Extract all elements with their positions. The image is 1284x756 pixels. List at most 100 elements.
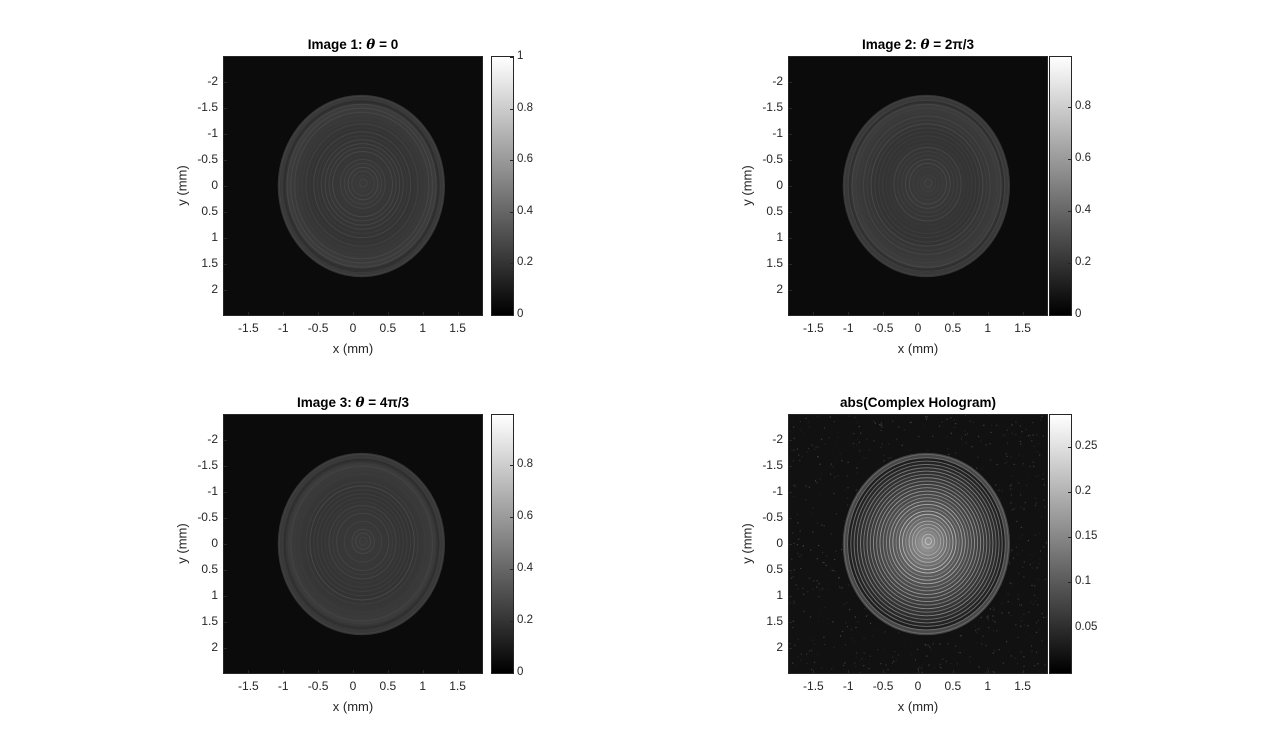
speckle <box>901 444 903 446</box>
speckle <box>950 663 952 665</box>
speckle <box>817 653 819 655</box>
speckle <box>923 436 925 438</box>
speckle <box>863 652 865 654</box>
colorbar-tick-label: 0.05 <box>1075 620 1098 633</box>
speckle <box>1015 546 1017 548</box>
speckle <box>933 667 935 669</box>
speckle <box>953 419 955 421</box>
speckle <box>855 626 857 629</box>
speckle <box>1011 602 1013 604</box>
x-tick-mark <box>1022 312 1024 315</box>
speckle <box>1011 432 1013 434</box>
speckle <box>845 622 847 624</box>
speckle <box>867 614 869 616</box>
speckle <box>852 442 854 445</box>
fringe-ring <box>862 115 991 256</box>
fringe-ring <box>351 528 375 555</box>
panel-title: abs(Complex Hologram) <box>798 395 1038 411</box>
y-tick-mark <box>789 264 792 266</box>
fringe-ring <box>885 139 969 230</box>
speckle <box>800 659 802 661</box>
speckle <box>835 442 837 444</box>
y-tick-mark <box>224 264 227 266</box>
outer-ring <box>277 94 446 278</box>
y-tick-label: -0.5 <box>197 151 218 166</box>
fringe-ring <box>911 523 945 560</box>
speckle <box>795 632 797 634</box>
fringe-ring <box>879 490 975 595</box>
speckle <box>800 430 802 432</box>
speckle <box>1034 497 1036 499</box>
speckle <box>1010 615 1012 617</box>
x-tick-label: -1.5 <box>238 321 259 335</box>
speckle <box>806 662 808 664</box>
speckle <box>1011 424 1013 426</box>
fringe-ring <box>328 147 397 222</box>
speckle <box>1025 484 1028 486</box>
title-theta: θ <box>355 395 365 411</box>
speckle <box>959 652 961 654</box>
speckle <box>880 446 882 448</box>
speckle <box>846 497 849 499</box>
colorbar-tick-mark <box>1068 582 1071 584</box>
fringe-ring <box>855 107 999 264</box>
y-tick-label: 1 <box>776 588 783 603</box>
fringe-ring <box>881 135 973 235</box>
x-tick-label: -1 <box>277 679 289 693</box>
speckle <box>1001 603 1003 605</box>
y-tick-label: -1.5 <box>762 457 783 472</box>
speckle <box>824 606 826 608</box>
speckle <box>974 625 976 627</box>
speckle <box>857 621 859 623</box>
speckle <box>996 463 998 465</box>
speckle <box>1036 434 1038 436</box>
speckle <box>809 616 812 618</box>
speckle <box>889 457 892 459</box>
speckle <box>1020 625 1022 627</box>
speckle <box>1013 463 1015 465</box>
speckle <box>830 541 832 543</box>
fringe-ring <box>924 537 932 546</box>
speckle <box>926 416 928 418</box>
speckle <box>820 523 822 525</box>
speckle <box>925 416 927 418</box>
heatmap-svg <box>789 57 1047 315</box>
fringe-ring <box>351 170 375 197</box>
x-axis-label: x (mm) <box>332 341 374 356</box>
speckle <box>1003 458 1005 460</box>
speckle <box>954 452 957 454</box>
speckle <box>802 587 804 590</box>
speckle <box>816 482 818 484</box>
colorbar-tick-label: 0.2 <box>1075 484 1091 497</box>
speckle <box>797 588 799 590</box>
speckle <box>904 672 906 673</box>
speckle <box>881 426 883 428</box>
speckle <box>1002 662 1004 664</box>
speckle <box>800 653 802 655</box>
speckle <box>843 520 845 522</box>
speckle <box>938 425 941 427</box>
speckle <box>790 577 793 579</box>
outer-ring <box>277 452 446 636</box>
colorbar-tick-label: 0.4 <box>517 204 533 217</box>
speckle <box>982 635 984 637</box>
speckle <box>986 616 988 618</box>
speckle <box>816 558 818 560</box>
speckle <box>861 658 863 660</box>
x-tick-mark <box>813 670 815 673</box>
colorbar-tick-mark <box>510 57 513 58</box>
x-tick-label: 0.5 <box>944 321 962 335</box>
speckle <box>810 497 812 499</box>
speckle <box>860 664 862 666</box>
speckle <box>1037 597 1039 599</box>
speckle <box>918 435 920 438</box>
speckle <box>859 661 861 663</box>
speckle <box>844 489 846 491</box>
speckle <box>841 460 843 462</box>
speckle <box>1016 474 1018 476</box>
fringe-ring <box>324 501 401 584</box>
speckle <box>853 433 855 435</box>
speckle <box>883 460 885 462</box>
speckle <box>818 608 820 611</box>
